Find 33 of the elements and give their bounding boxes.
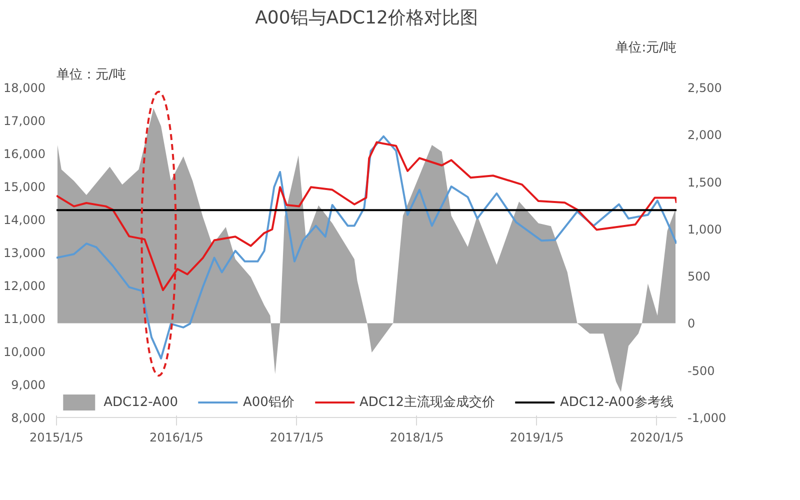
y-tick-label: 18,000	[4, 81, 46, 95]
y-tick-label: 11,000	[4, 312, 46, 326]
y2-tick-label: 500	[688, 270, 710, 284]
y-tick-label: 14,000	[4, 213, 46, 227]
legend-label: ADC12主流现金成交价	[359, 394, 495, 411]
y2-tick-label: -1,000	[688, 411, 726, 425]
y-tick-label: 9,000	[11, 378, 46, 392]
y2-tick-label: 2,500	[688, 81, 722, 95]
y2-tick-label: 2,000	[688, 128, 722, 142]
y-tick-label: 16,000	[4, 147, 46, 161]
y-tick-label: 13,000	[4, 246, 46, 260]
legend-label: ADC12-A00	[104, 394, 178, 410]
y2-tick-label: 1,500	[688, 175, 722, 190]
x-tick-label: 2015/1/5	[30, 430, 84, 444]
y-axis-title: 单位：元/吨	[56, 68, 126, 82]
y2-axis-title: 单位:元/吨	[616, 40, 677, 56]
y2-tick-label: 1,000	[688, 222, 722, 236]
y-tick-label: 17,000	[4, 114, 46, 128]
y-tick-label: 10,000	[4, 345, 46, 359]
legend-label: A00铝价	[243, 394, 294, 411]
x-tick-label: 2018/1/5	[390, 430, 444, 444]
x-tick-label: 2020/1/5	[630, 430, 684, 444]
chart-title: A00铝与ADC12价格对比图	[255, 8, 478, 28]
y-tick-label: 12,000	[4, 279, 46, 293]
line-series	[56, 135, 676, 360]
y2-tick-label: -500	[688, 364, 715, 378]
legend-label: ADC12-A00参考线	[560, 394, 674, 411]
y-tick-label: 8,000	[11, 411, 46, 425]
x-tick-label: 2019/1/5	[510, 430, 564, 444]
y2-tick-label: 0	[688, 316, 696, 331]
y-tick-label: 15,000	[4, 180, 46, 194]
x-tick-label: 2016/1/5	[150, 430, 204, 444]
x-tick-label: 2017/1/5	[270, 430, 324, 444]
